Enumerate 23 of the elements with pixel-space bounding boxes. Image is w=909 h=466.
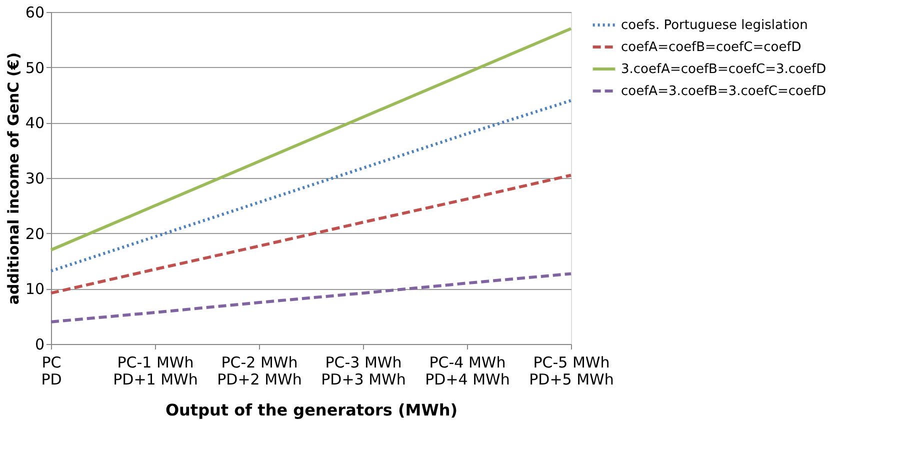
y-tick-label: 40	[25, 114, 44, 132]
line-series	[50, 99, 572, 272]
y-tick-label: 10	[25, 280, 44, 298]
x-tick-label: PC PD	[41, 354, 62, 388]
y-tick-label: 0	[34, 336, 44, 354]
y-axis-title: additional income of GenC (€)	[4, 52, 22, 305]
x-tick-label: PC-2 MWh PD+2 MWh	[217, 354, 302, 388]
legend-label: coefs. Portuguese legislation	[621, 18, 808, 33]
x-tick-label: PC-1 MWh PD+1 MWh	[113, 354, 198, 388]
y-tick-label: 20	[25, 224, 44, 243]
line-series	[50, 27, 572, 252]
x-axis-title: Output of the generators (MWh)	[165, 400, 458, 420]
line-series	[50, 272, 572, 324]
x-tick-label: PC-5 MWh PD+5 MWh	[529, 354, 614, 388]
legend-label: coefA=coefB=coefC=coefD	[621, 40, 802, 55]
legend-label: coefA=3.coefB=3.coefC=coefD	[621, 84, 826, 99]
x-tick-label: PC-3 MWh PD+3 MWh	[321, 354, 406, 388]
y-tick-label: 60	[25, 4, 44, 22]
line-series	[50, 174, 572, 295]
x-tick-label: PC-4 MWh PD+4 MWh	[425, 354, 510, 388]
y-tick-label: 30	[25, 170, 44, 188]
legend-label: 3.coefA=coefB=coefC=3.coefD	[621, 62, 826, 77]
y-tick-label: 50	[25, 58, 44, 77]
